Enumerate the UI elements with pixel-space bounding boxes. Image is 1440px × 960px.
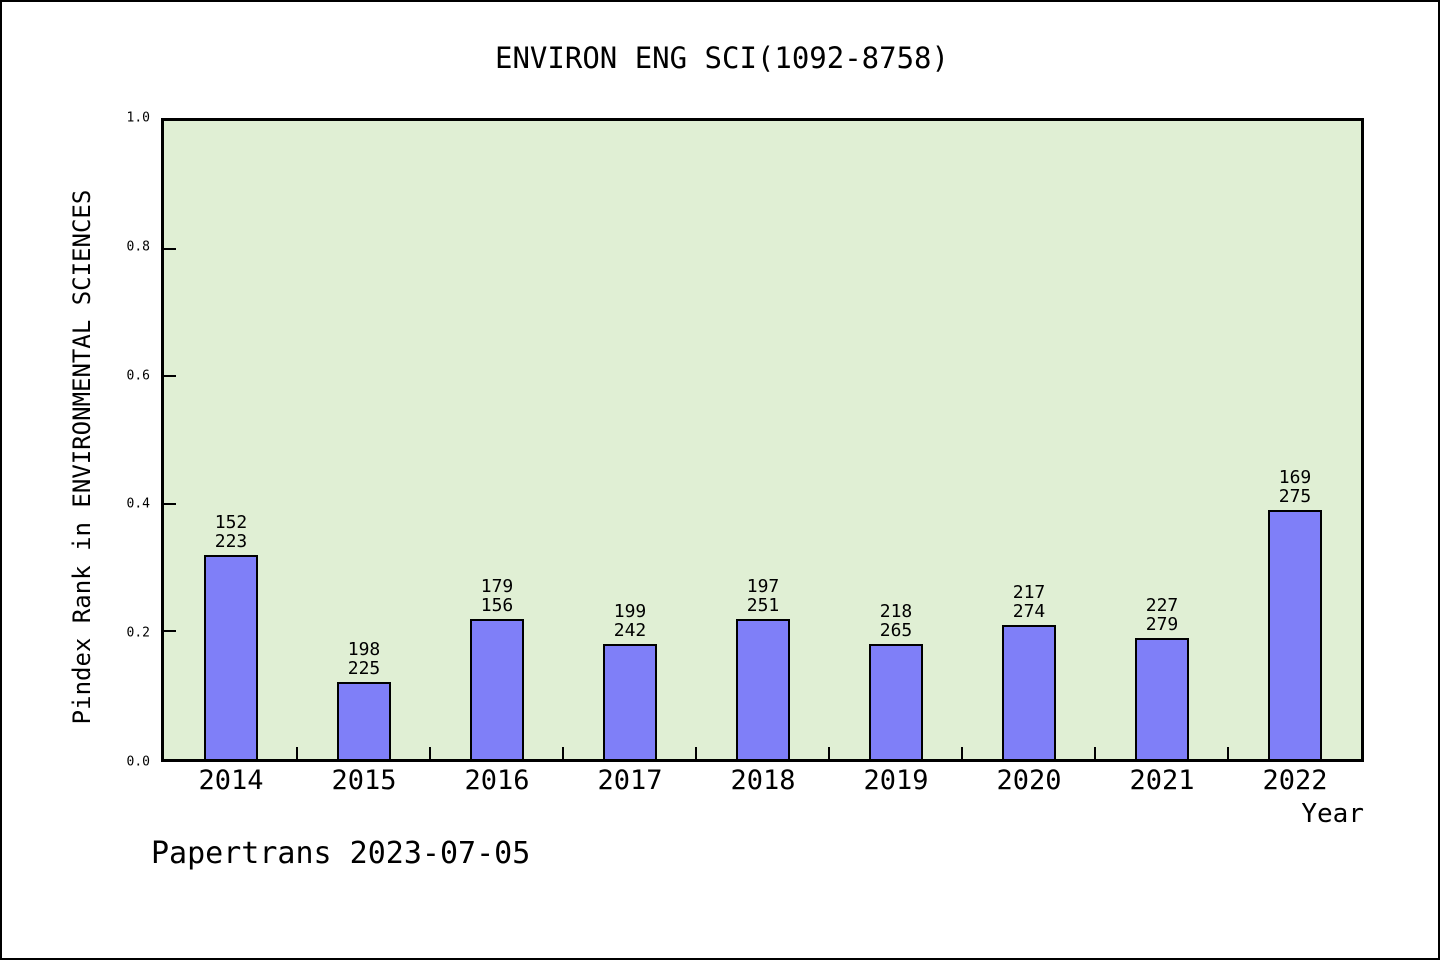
chart-title: ENVIRON ENG SCI(1092-8758): [495, 41, 949, 75]
bar-2016: [470, 619, 524, 759]
bar-2017: [603, 644, 657, 759]
bar-value-label-2018: 197 251: [746, 576, 780, 616]
x-tick-label-2017: 2017: [597, 765, 663, 796]
x-tick-label-2022: 2022: [1262, 765, 1328, 796]
y-tick-label-0.6: 0.6: [126, 368, 150, 384]
y-tick-label-1.0: 1.0: [126, 110, 150, 126]
y-tick-mark: [164, 503, 176, 505]
bar-2014: [204, 555, 258, 759]
x-tick-label-2021: 2021: [1129, 765, 1195, 796]
x-tick-label-2018: 2018: [730, 765, 796, 796]
x-tick-mark: [1227, 747, 1229, 759]
x-tick-mark: [562, 747, 564, 759]
x-tick-mark: [695, 747, 697, 759]
y-tick-label-0.2: 0.2: [126, 625, 150, 641]
x-tick-mark: [429, 747, 431, 759]
bar-2021: [1135, 638, 1189, 759]
bar-2022: [1268, 510, 1322, 759]
bar-2020: [1002, 625, 1056, 759]
x-tick-label-2015: 2015: [331, 765, 397, 796]
x-tick-label-2016: 2016: [464, 765, 530, 796]
bar-value-label-2021: 227 279: [1145, 595, 1179, 635]
y-tick-label-0.0: 0.0: [126, 754, 150, 770]
x-tick-mark: [961, 747, 963, 759]
x-tick-label-2019: 2019: [863, 765, 929, 796]
bar-value-label-2017: 199 242: [613, 601, 647, 641]
y-axis-label: Pindex Rank in ENVIRONMENTAL SCIENCES: [68, 189, 96, 725]
bar-value-label-2015: 198 225: [347, 639, 381, 679]
y-tick-mark: [164, 375, 176, 377]
x-tick-label-2020: 2020: [996, 765, 1062, 796]
y-tick-label-0.8: 0.8: [126, 239, 150, 255]
x-tick-mark: [828, 747, 830, 759]
x-tick-label-2014: 2014: [198, 765, 264, 796]
bar-2015: [337, 682, 391, 759]
plot-inner: 152 223 198 225 179 156 199 242 197 251 218 2…: [164, 121, 1361, 759]
bar-value-label-2022: 169 275: [1278, 467, 1312, 507]
x-tick-mark: [296, 747, 298, 759]
bar-value-label-2020: 217 274: [1012, 582, 1046, 622]
bar-value-label-2014: 152 223: [214, 512, 248, 552]
footer-watermark: Papertrans 2023-07-05: [151, 836, 531, 871]
bar-2019: [869, 644, 923, 759]
plot-area: 152 223 198 225 179 156 199 242 197 251 218 2…: [161, 118, 1364, 762]
y-tick-mark: [164, 630, 176, 632]
bar-value-label-2016: 179 156: [480, 576, 514, 616]
bar-value-label-2019: 218 265: [879, 601, 913, 641]
y-tick-label-0.4: 0.4: [126, 496, 150, 512]
y-tick-mark: [164, 248, 176, 250]
bar-2018: [736, 619, 790, 759]
x-axis-label: Year: [1301, 799, 1364, 829]
x-tick-mark: [1094, 747, 1096, 759]
